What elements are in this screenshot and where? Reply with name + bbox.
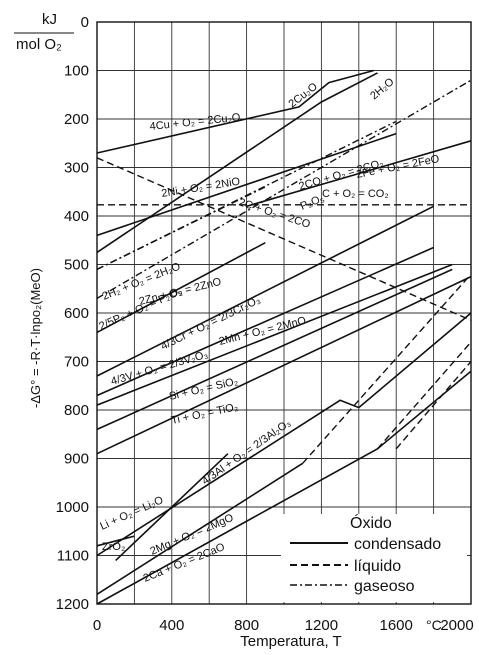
series-line bbox=[96, 186, 266, 271]
series-line bbox=[376, 341, 472, 450]
series-line bbox=[96, 69, 375, 154]
legend-title: Óxido bbox=[350, 513, 392, 532]
series-line bbox=[96, 246, 434, 397]
series-line bbox=[96, 312, 472, 557]
y-axis-label: -ΔG° = -R·T·lnpo₂(MeO) bbox=[28, 268, 43, 408]
x-tick-label: 800 bbox=[234, 617, 259, 634]
plot-frame bbox=[96, 21, 472, 605]
series-line bbox=[96, 462, 304, 595]
y-tick-label: 200 bbox=[64, 111, 89, 128]
legend-entry-gaseoso: gaseoso bbox=[354, 578, 415, 595]
series-label: ZrO₂ bbox=[102, 541, 125, 553]
series-line bbox=[96, 72, 378, 254]
series-line bbox=[246, 140, 472, 208]
series-line bbox=[96, 205, 434, 377]
x-axis-label: Temperatura, T bbox=[240, 633, 341, 650]
x-tick-label: 0 bbox=[93, 617, 101, 634]
y-tick-label: 1100 bbox=[57, 548, 89, 565]
y-tick-label: 700 bbox=[64, 354, 89, 371]
legend-box bbox=[281, 514, 467, 602]
series-line bbox=[96, 79, 472, 300]
axes: 0 100 200 300 400 500 600 700 800 900 1000 1100 1200… bbox=[56, 14, 474, 634]
y-tick-label: 100 bbox=[64, 63, 89, 80]
y-tick-label: 0 bbox=[81, 14, 89, 31]
x-tick-label: 1600 bbox=[380, 617, 413, 634]
y-tick-label: 1200 bbox=[56, 596, 89, 613]
y-unit-top: kJ bbox=[42, 11, 57, 28]
series-line bbox=[96, 275, 472, 455]
series-line bbox=[96, 263, 453, 406]
y-tick-label: 500 bbox=[64, 257, 89, 274]
series-line bbox=[115, 453, 229, 561]
series-group bbox=[96, 69, 472, 605]
series-label: C + O₂ = CO₂ bbox=[322, 188, 389, 200]
series-line bbox=[395, 361, 472, 450]
y-unit-bottom: mol O₂ bbox=[16, 36, 62, 53]
series-line bbox=[96, 268, 453, 431]
y-tick-label: 400 bbox=[64, 208, 89, 225]
series-line bbox=[96, 535, 135, 547]
legend: Óxido condensado líquido gaseoso bbox=[281, 513, 467, 602]
y-tick-label: 1000 bbox=[56, 499, 89, 516]
x-tick-label: 1200 bbox=[305, 617, 338, 634]
y-tick-label: 900 bbox=[64, 451, 89, 468]
y-tick-label: 300 bbox=[64, 160, 89, 177]
series-line bbox=[302, 273, 472, 464]
legend-entry-condensado: condensado bbox=[354, 536, 441, 553]
legend-entry-liquido: líquido bbox=[354, 558, 401, 575]
series-line bbox=[96, 241, 266, 334]
y-tick-label: 600 bbox=[64, 305, 89, 322]
series-line bbox=[96, 157, 472, 321]
x-tick-label: 2000 bbox=[440, 617, 473, 634]
x-tick-label: 400 bbox=[159, 617, 184, 634]
x-unit: °C bbox=[426, 617, 442, 633]
y-tick-label: 800 bbox=[64, 402, 89, 419]
